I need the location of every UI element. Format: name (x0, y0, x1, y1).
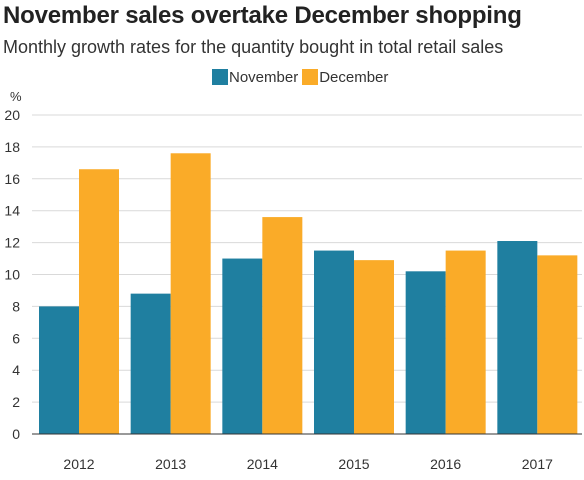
y-tick-label: 12 (4, 235, 20, 251)
gridlines (32, 114, 582, 403)
bar-november-2012 (39, 306, 79, 434)
chart-title: November sales overtake December shoppin… (3, 2, 522, 29)
legend-label-december: December (319, 68, 389, 86)
bar-december-2016 (445, 250, 486, 434)
x-axis: 2012 2013 2014 2015 2016 2017 (63, 456, 553, 472)
y-tick-label: 0 (12, 426, 20, 442)
bar-december-2012 (79, 169, 119, 435)
y-tick-label: 20 (4, 107, 20, 123)
bar-december-2014 (262, 217, 303, 434)
bar-december-2015 (354, 260, 394, 434)
legend-swatch-november (212, 69, 228, 85)
chart-subtitle: Monthly growth rates for the quantity bo… (3, 37, 504, 57)
y-tick-label: 8 (12, 298, 20, 314)
y-tick-label: 16 (4, 171, 20, 187)
x-tick-label: 2016 (430, 456, 461, 472)
y-axis-label: % (10, 89, 22, 104)
bar-december-2017 (537, 255, 578, 434)
bar-november-2016 (405, 271, 446, 434)
x-tick-label: 2014 (247, 456, 278, 472)
x-tick-label: 2017 (522, 456, 553, 472)
bar-november-2014 (222, 258, 263, 434)
bar-november-2015 (314, 250, 354, 434)
legend-item-december: December (302, 69, 388, 86)
x-tick-label: 2013 (155, 456, 186, 472)
y-tick-label: 6 (12, 330, 20, 346)
chart-legend: November December (212, 68, 392, 86)
y-tick-label: 14 (4, 203, 20, 219)
y-tick-label: 2 (12, 394, 20, 410)
bar-november-2017 (497, 241, 538, 434)
legend-label-november: November (229, 68, 299, 86)
x-tick-label: 2015 (338, 456, 369, 472)
legend-swatch-december (302, 69, 319, 85)
x-tick-label: 2012 (63, 456, 94, 472)
bar-november-2013 (130, 293, 171, 434)
legend-item-november: November (212, 69, 298, 86)
y-axis: 0 2 4 6 8 10 12 14 16 18 20 (4, 107, 20, 442)
bars (39, 153, 578, 435)
bar-december-2013 (170, 153, 211, 434)
y-tick-label: 10 (4, 267, 20, 283)
y-tick-label: 4 (12, 362, 20, 378)
y-tick-label: 18 (4, 139, 20, 155)
